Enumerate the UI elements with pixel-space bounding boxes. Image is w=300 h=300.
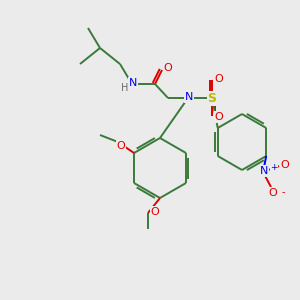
Text: O: O bbox=[164, 63, 172, 73]
Text: H: H bbox=[121, 83, 129, 93]
Text: +: + bbox=[270, 164, 278, 172]
Text: N: N bbox=[260, 166, 268, 176]
Text: O: O bbox=[214, 112, 224, 122]
Text: N: N bbox=[185, 92, 193, 102]
Text: O: O bbox=[151, 207, 159, 217]
Text: O: O bbox=[268, 188, 278, 198]
Text: O: O bbox=[280, 160, 290, 170]
Text: N: N bbox=[129, 78, 137, 88]
Text: O: O bbox=[214, 74, 224, 84]
Text: S: S bbox=[208, 92, 217, 104]
Text: -: - bbox=[281, 187, 285, 197]
Text: O: O bbox=[117, 141, 125, 151]
